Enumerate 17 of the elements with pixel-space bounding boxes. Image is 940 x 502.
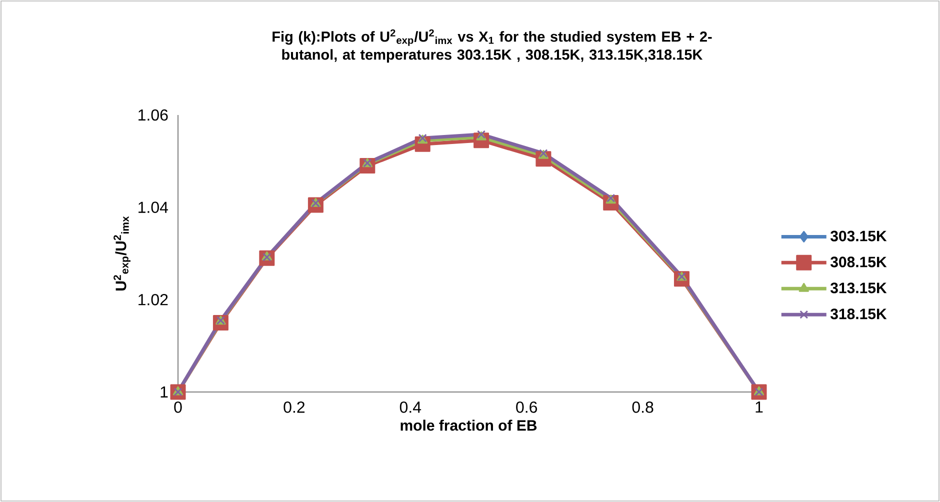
x-tick-label: 0.8: [632, 402, 654, 413]
y-tick-label: 1.06: [138, 109, 168, 121]
x-tick-label: 1: [756, 402, 763, 413]
x-tick-label: 0.4: [400, 402, 422, 413]
y-axis-title: U$^{2}$$_{exp}$/U$^{2}$imx: [114, 216, 130, 290]
legend-label: 318.15K: [830, 308, 887, 320]
legend-label: 308.15K: [830, 256, 887, 268]
x-tick-label: 0: [174, 402, 182, 413]
x-tick-label: 0.6: [516, 402, 538, 413]
legend-label: 303.15K: [830, 230, 887, 242]
x-axis-title: mole fraction of EB: [400, 420, 537, 431]
y-tick-label: 1: [160, 386, 168, 398]
chart-title: Fig (k):Plots of U$^{2}$$_{exp}$/U$^{2}$$_{imx}$ vs X$_{1}$ for the studied system EB + 2-butanol, at temperatures 303.15K , 308.15K, 313.15K,318.15K: [272, 29, 712, 63]
y-tick-label: 1.02: [138, 294, 168, 306]
y-tick-label: 1.04: [138, 202, 168, 213]
legend-label: 313.15K: [830, 282, 887, 294]
x-tick-label: 0.2: [284, 402, 305, 413]
